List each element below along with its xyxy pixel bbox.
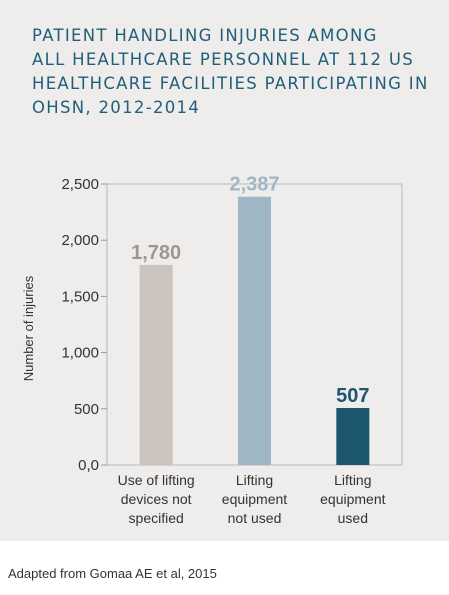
bar <box>139 264 173 465</box>
x-tick-label: Lifting <box>334 472 371 488</box>
x-tick-label: equipment <box>222 491 287 507</box>
title-line: HEALTHCARE FACILITIES PARTICIPATING IN <box>32 74 429 93</box>
y-tick-label: 1,000 <box>61 345 99 362</box>
data-label: 507 <box>336 385 369 407</box>
y-tick-label: 500 <box>74 401 99 418</box>
data-label: 2,387 <box>229 174 279 196</box>
bar <box>336 408 370 465</box>
source-note: Adapted from Gomaa AE et al, 2015 <box>8 566 217 581</box>
y-axis-label: Number of injuries <box>21 275 36 381</box>
bar-chart: 0,0 500 1,000 1,500 2,000 2,500 Number of inju… <box>21 174 403 526</box>
title-line: PATIENT HANDLING INJURIES AMONG <box>32 26 378 45</box>
x-tick-label: Lifting <box>236 472 273 488</box>
x-tick-label: not used <box>228 510 282 526</box>
bar <box>238 196 271 465</box>
title-line: ALL HEALTHCARE PERSONNEL AT 112 US <box>32 50 415 69</box>
y-tick-label: 2,000 <box>61 232 99 249</box>
y-tick-label: 1,500 <box>61 288 99 305</box>
chart-panel <box>0 0 449 541</box>
data-label: 1,780 <box>131 242 181 264</box>
y-tick-label: 2,500 <box>61 176 99 193</box>
x-tick-label: specified <box>129 510 184 526</box>
x-tick-label: Use of lifting <box>118 472 195 488</box>
x-tick-label: devices not <box>121 491 192 507</box>
y-tick-label: 0,0 <box>78 457 99 474</box>
x-tick-label: used <box>338 510 368 526</box>
chart-title: PATIENT HANDLING INJURIES AMONG ALL HEAL… <box>32 24 432 120</box>
x-tick-label: equipment <box>320 491 385 507</box>
title-line: OHSN, 2012-2014 <box>32 98 201 117</box>
